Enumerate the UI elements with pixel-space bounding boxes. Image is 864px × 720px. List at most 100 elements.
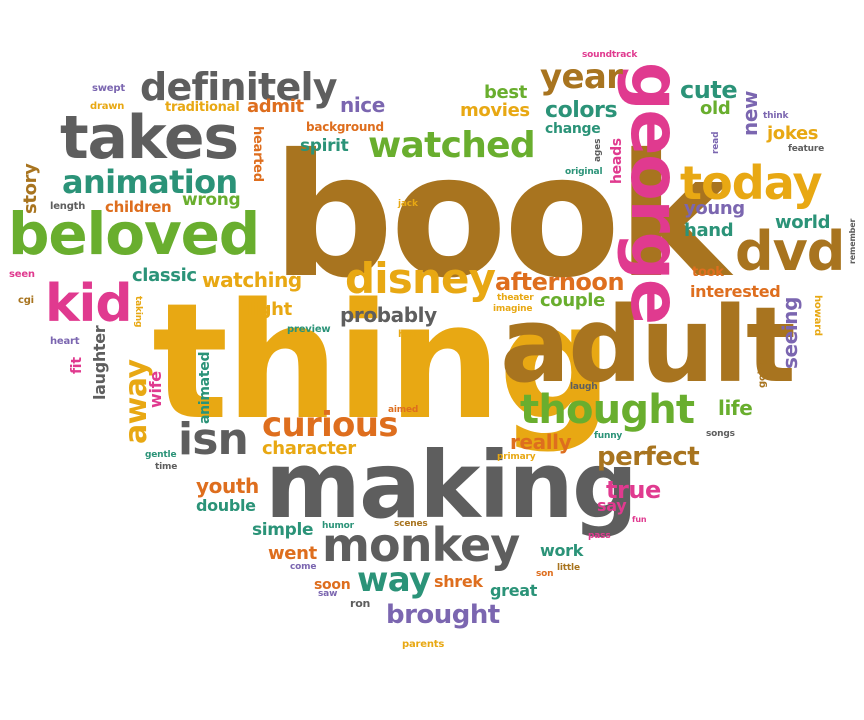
word-thing: thing (152, 268, 613, 455)
word-dvd: dvd (735, 220, 845, 283)
word-hand: hand (684, 220, 734, 241)
word-today: today (680, 156, 822, 210)
word-hat: hat (398, 329, 417, 340)
word-little: little (557, 563, 580, 573)
word-really: really (510, 430, 572, 454)
word-change: change (545, 121, 601, 137)
word-funny: funny (594, 431, 623, 441)
word-kid: kid (45, 274, 133, 334)
word-world: world (775, 212, 831, 233)
word-going: going (757, 357, 768, 388)
word-shrek: shrek (434, 572, 483, 591)
word-fit: fit (69, 357, 85, 374)
word-nice: nice (340, 93, 385, 117)
word-songs: songs (706, 429, 735, 439)
word-simple: simple (252, 520, 314, 540)
word-taking: taking (133, 296, 143, 328)
word-wife: wife (146, 371, 165, 408)
word-imagine: imagine (493, 304, 533, 314)
word-background: background (306, 120, 384, 134)
word-double: double (196, 496, 256, 515)
word-theater: theater (497, 293, 534, 303)
word-length: length (50, 201, 86, 212)
word-howard: howard (812, 295, 823, 336)
word-read: read (711, 131, 721, 154)
word-laugh: laugh (570, 382, 598, 392)
word-think: think (763, 111, 789, 121)
word-true: true (606, 476, 661, 504)
word-perfect: perfect (597, 442, 700, 472)
word-children: children (105, 198, 172, 216)
word-animation: animation (62, 163, 238, 201)
word-seeing: seeing (778, 296, 802, 369)
word-adult: adult (500, 284, 796, 406)
word-beloved: beloved (8, 200, 260, 268)
word-went: went (268, 543, 317, 564)
word-work: work (540, 541, 584, 560)
word-brought: brought (386, 600, 500, 630)
word-ages: ages (593, 138, 603, 162)
word-afternoon: afternoon (495, 268, 625, 296)
word-youth: youth (196, 474, 259, 498)
word-parents: parents (402, 639, 445, 650)
word-traditional: traditional (165, 100, 240, 115)
word-heads: heads (609, 138, 625, 184)
word-scenes: scenes (394, 519, 428, 529)
word-making: making (265, 432, 638, 539)
word-definitely: definitely (140, 65, 338, 109)
word-hearted: hearted (250, 126, 265, 182)
word-soundtrack: soundtrack (582, 50, 638, 60)
word-spirit: spirit (300, 136, 349, 156)
word-cute: cute (680, 76, 738, 104)
word-interested: interested (690, 282, 781, 301)
word-remember: remember (848, 218, 857, 264)
word-feature: feature (788, 144, 825, 154)
word-takes: takes (60, 103, 239, 173)
word-light: light (247, 299, 292, 320)
word-jokes: jokes (767, 123, 819, 144)
word-old: old (700, 98, 731, 119)
word-preview: preview (287, 324, 331, 335)
word-aimed: aimed (388, 405, 419, 415)
word-animated: animated (197, 351, 213, 424)
word-young: young (684, 198, 745, 219)
word-story: story (20, 163, 41, 215)
word-heart: heart (50, 336, 80, 347)
word-fun: fun (632, 515, 647, 524)
word-great: great (490, 581, 538, 600)
word-thought: thought (520, 387, 695, 433)
word-laughter: laughter (90, 325, 109, 400)
word-wrong: wrong (182, 190, 241, 210)
word-life: life (718, 396, 753, 420)
word-disney: disney (345, 254, 496, 303)
word-george: george (615, 62, 694, 324)
word-humor: humor (322, 521, 354, 531)
word-gentle: gentle (145, 450, 177, 460)
word-monkey: monkey (322, 518, 520, 572)
word-year: year (540, 57, 623, 97)
word-couple: couple (540, 290, 605, 311)
word-took: took (692, 265, 724, 280)
word-swept: swept (92, 83, 125, 94)
word-soon: soon (314, 577, 351, 593)
word-son: son (536, 569, 554, 579)
word-watching: watching (202, 268, 302, 292)
word-jack: jack (398, 199, 418, 209)
word-watched: watched (368, 125, 536, 166)
word-come: come (290, 562, 317, 572)
word-isn: isn (178, 414, 249, 465)
word-cgi: cgi (18, 295, 34, 306)
word-original: original (565, 167, 603, 177)
word-movies: movies (460, 100, 530, 121)
word-primary: primary (497, 452, 536, 462)
word-saw: saw (318, 589, 338, 599)
word-colors: colors (545, 98, 618, 123)
word-time: time (155, 462, 178, 472)
word-classic: classic (132, 265, 197, 286)
word-book: book (272, 118, 730, 316)
word-character: character (262, 438, 356, 459)
word-pass: pass (588, 531, 611, 541)
word-way: way (357, 560, 431, 600)
word-new: new (738, 90, 762, 136)
